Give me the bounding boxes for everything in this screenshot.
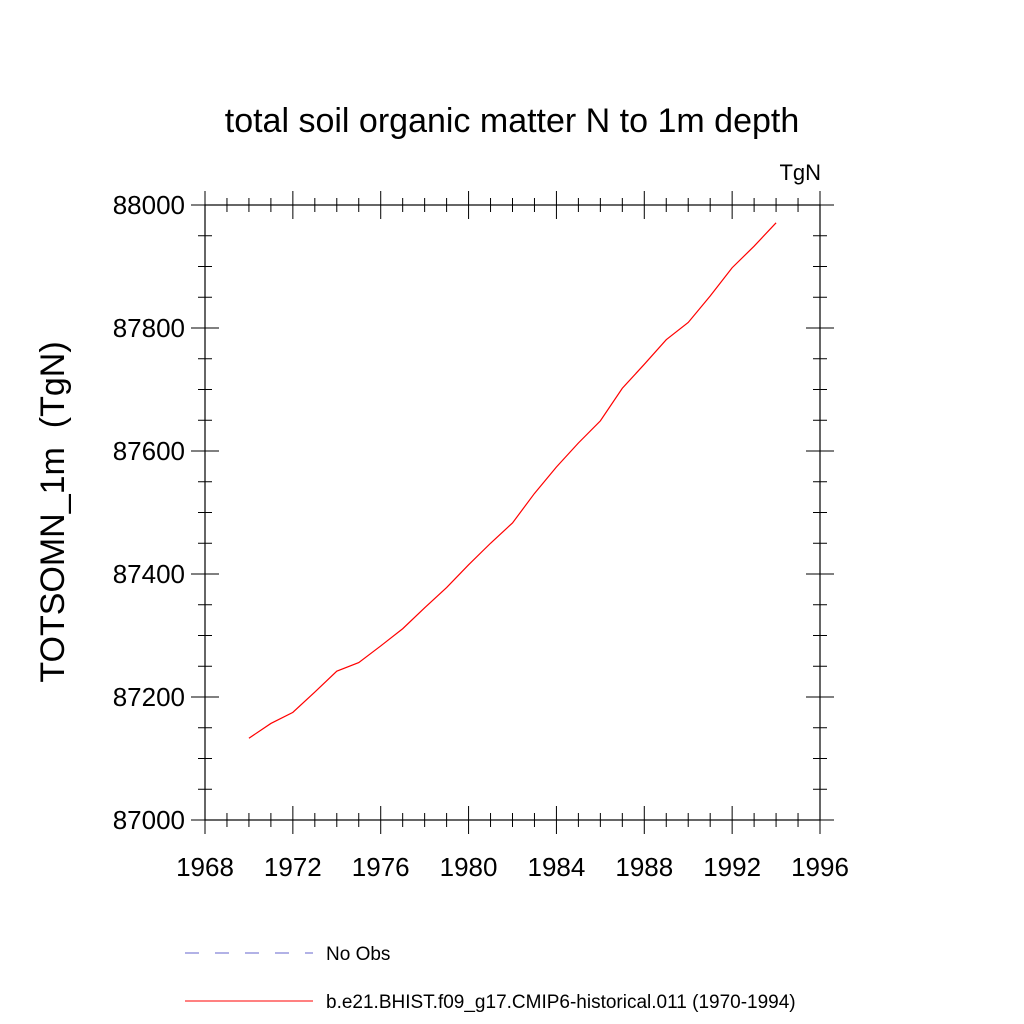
series-line <box>248 222 777 739</box>
x-tick-label: 1976 <box>352 852 410 882</box>
y-tick-label: 87200 <box>113 682 185 712</box>
x-tick-label: 1988 <box>615 852 673 882</box>
y-tick-label: 87400 <box>113 559 185 589</box>
x-tick-label: 1980 <box>440 852 498 882</box>
y-axis-label: TOTSOMN_1m (TgN) <box>34 341 72 682</box>
axis-ticks <box>191 191 834 834</box>
y-tick-label: 87800 <box>113 313 185 343</box>
tick-labels: 1968 1972 1976 1980 1984 1988 1992 1996 87000 872… <box>113 190 849 882</box>
y-tick-label: 87000 <box>113 805 185 835</box>
chart-title: total soil organic matter N to 1m depth <box>225 102 800 140</box>
plot-frame <box>204 204 821 821</box>
y-tick-label: 88000 <box>113 190 185 220</box>
series-group <box>248 222 777 739</box>
x-tick-label: 1984 <box>528 852 586 882</box>
x-tick-label: 1972 <box>264 852 322 882</box>
legend: No Obs b.e21.BHIST.f09_g17.CMIP6-historic… <box>185 944 796 1013</box>
units-label: TgN <box>779 160 821 185</box>
x-tick-label: 1992 <box>703 852 761 882</box>
legend-label: No Obs <box>326 944 390 965</box>
y-tick-label: 87600 <box>113 436 185 466</box>
legend-label: b.e21.BHIST.f09_g17.CMIP6-historical.011… <box>326 992 796 1013</box>
x-tick-label: 1996 <box>791 852 849 882</box>
x-tick-label: 1968 <box>176 852 234 882</box>
